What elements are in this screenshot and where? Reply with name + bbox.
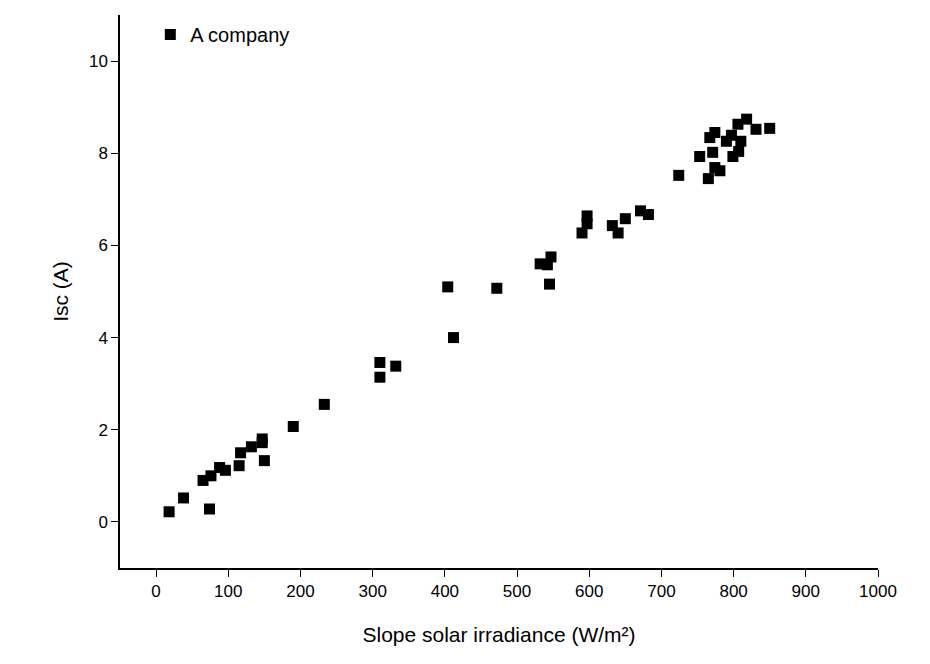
- svg-text:10: 10: [89, 52, 108, 71]
- svg-text:500: 500: [503, 582, 531, 601]
- svg-text:Slope solar irradiance (W/m²): Slope solar irradiance (W/m²): [362, 623, 635, 646]
- svg-text:Isc (A): Isc (A): [49, 261, 72, 322]
- svg-text:A company: A company: [190, 24, 289, 46]
- svg-text:1000: 1000: [859, 582, 897, 601]
- svg-text:6: 6: [98, 236, 107, 255]
- svg-text:0: 0: [98, 513, 107, 532]
- svg-text:300: 300: [358, 582, 386, 601]
- svg-text:600: 600: [575, 582, 603, 601]
- svg-text:900: 900: [792, 582, 820, 601]
- svg-text:2: 2: [98, 421, 107, 440]
- svg-text:400: 400: [431, 582, 459, 601]
- svg-text:200: 200: [286, 582, 314, 601]
- svg-text:700: 700: [647, 582, 675, 601]
- svg-text:4: 4: [98, 329, 107, 348]
- svg-text:100: 100: [214, 582, 242, 601]
- svg-text:800: 800: [719, 582, 747, 601]
- svg-text:0: 0: [151, 582, 160, 601]
- svg-text:8: 8: [98, 144, 107, 163]
